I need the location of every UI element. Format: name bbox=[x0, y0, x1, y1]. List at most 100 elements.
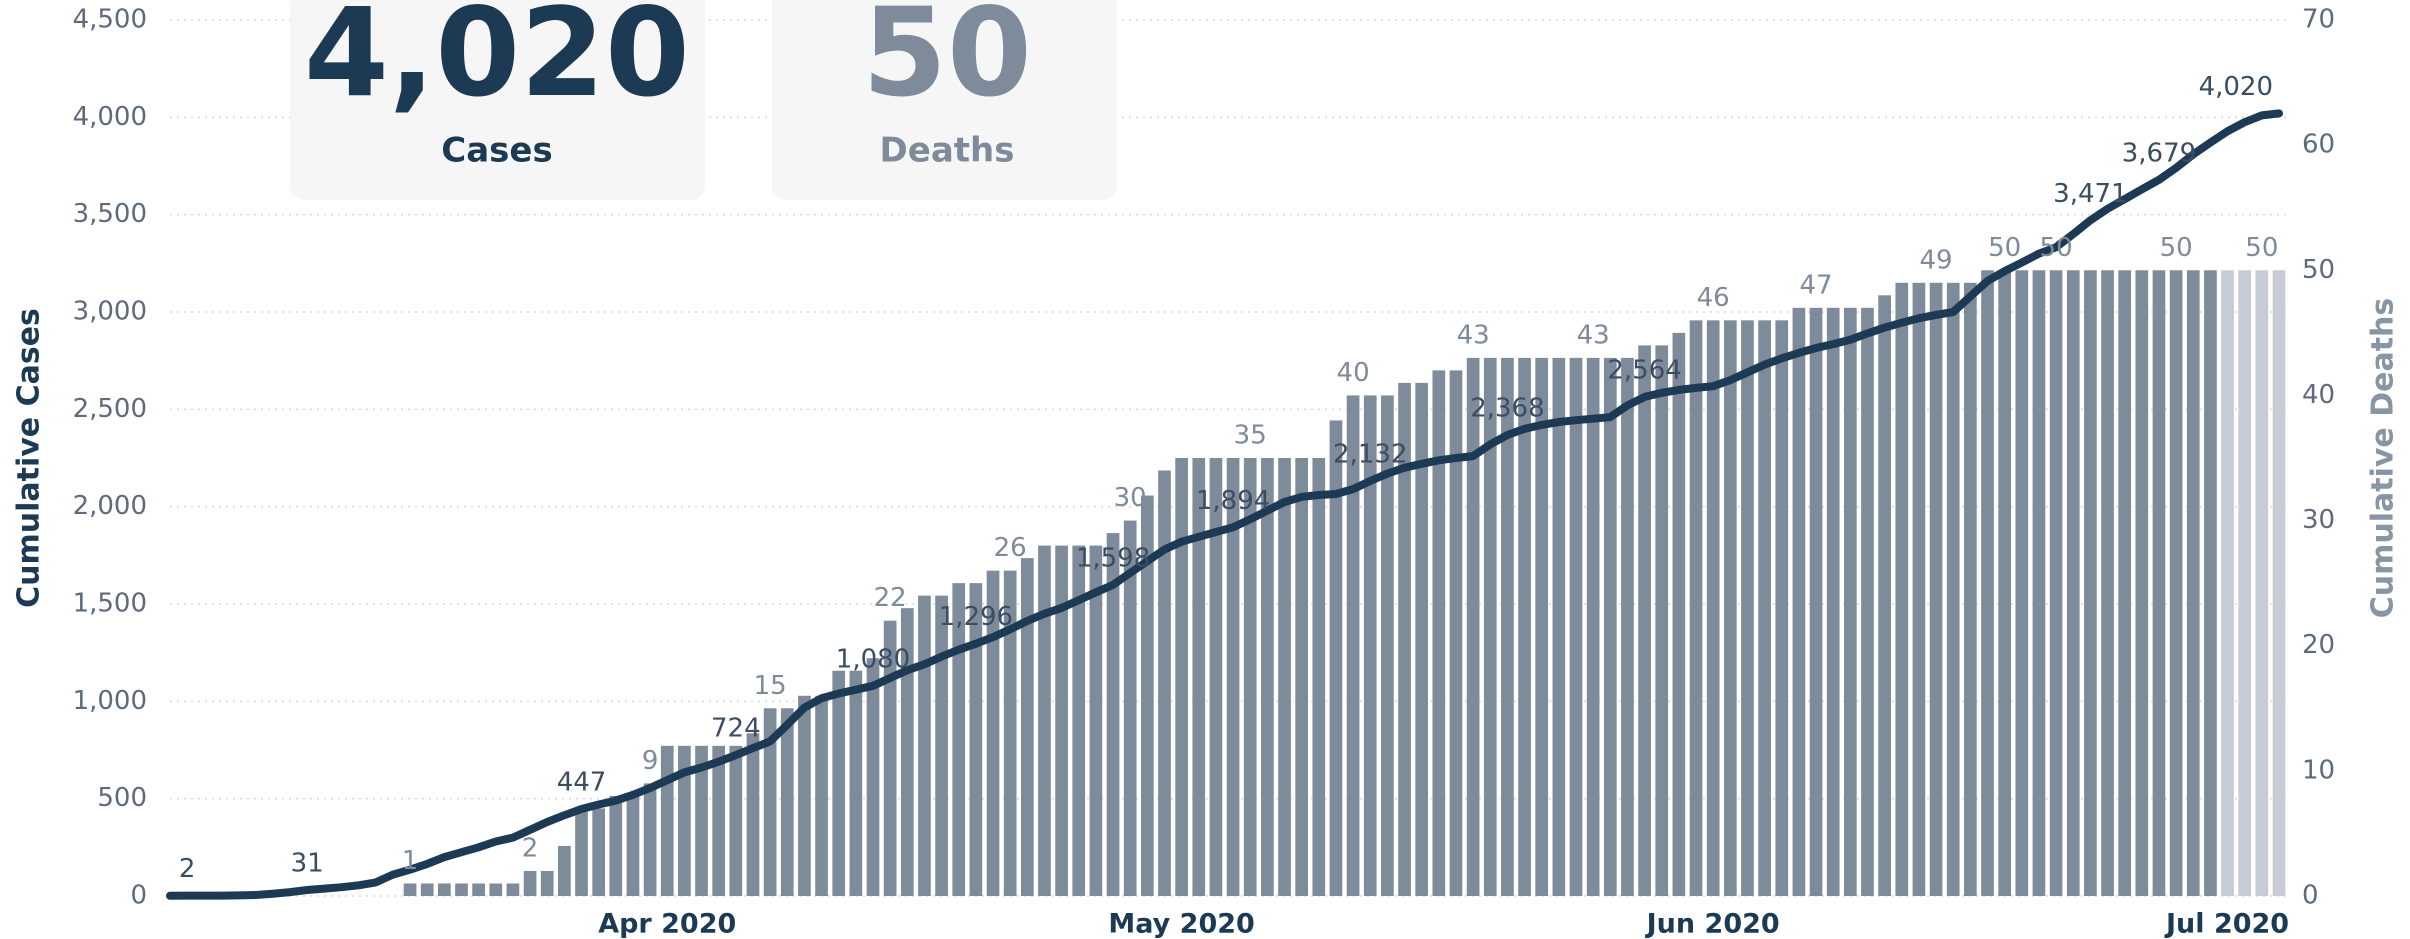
line-value-label: 1,296 bbox=[939, 602, 1013, 632]
line-value-label: 2,132 bbox=[1333, 439, 1407, 469]
bar bbox=[2238, 270, 2252, 896]
kpi-label: Cases bbox=[441, 131, 552, 171]
bar bbox=[918, 595, 931, 896]
bar bbox=[883, 620, 897, 896]
bar bbox=[1020, 558, 1034, 896]
bar bbox=[935, 595, 948, 896]
line bbox=[166, 109, 2283, 900]
bar-value-label: 35 bbox=[1234, 421, 1267, 451]
bar-value-label: 43 bbox=[1577, 320, 1610, 350]
bar bbox=[1072, 545, 1086, 896]
line-value-label: 3,471 bbox=[2053, 179, 2127, 209]
x-tick-label: May 2020 bbox=[1108, 909, 1254, 939]
bar bbox=[575, 808, 588, 896]
bar-value-label: 30 bbox=[1114, 483, 1147, 513]
bar bbox=[1501, 357, 1514, 896]
bar bbox=[1655, 345, 1669, 896]
bar bbox=[1123, 520, 1137, 896]
bar bbox=[2066, 270, 2080, 896]
bar bbox=[900, 608, 914, 896]
bar bbox=[1415, 382, 1429, 896]
bar bbox=[763, 708, 777, 896]
bar bbox=[1929, 282, 1943, 896]
line-value-label: 31 bbox=[291, 848, 324, 878]
y-tick-label: 2,500 bbox=[73, 394, 147, 424]
y2-tick-label: 50 bbox=[2302, 255, 2335, 285]
bar bbox=[1312, 458, 1326, 896]
bar bbox=[1449, 370, 1463, 896]
bar-value-label: 9 bbox=[642, 746, 659, 776]
x-tick-label: Jul 2020 bbox=[2164, 909, 2289, 939]
bar bbox=[1398, 382, 1411, 896]
line-value-label: 447 bbox=[557, 767, 607, 797]
bar-value-label: 50 bbox=[2245, 233, 2278, 263]
bar bbox=[1278, 458, 1291, 896]
bar bbox=[1878, 295, 1891, 896]
bar bbox=[1158, 470, 1171, 896]
bar bbox=[420, 883, 434, 896]
bar bbox=[986, 570, 1000, 896]
bar bbox=[1243, 458, 1257, 896]
bar bbox=[1140, 495, 1154, 896]
kpi-value: 50 bbox=[862, 0, 1032, 124]
bar bbox=[626, 795, 640, 896]
bar bbox=[1089, 545, 1103, 896]
bar bbox=[815, 695, 828, 896]
bar bbox=[832, 670, 846, 896]
bar bbox=[2204, 270, 2217, 896]
bar bbox=[540, 870, 554, 896]
bar bbox=[1363, 395, 1377, 896]
line-value-label: 2 bbox=[179, 854, 196, 884]
bar bbox=[1758, 320, 1771, 896]
bar bbox=[1689, 320, 1703, 896]
bar bbox=[695, 745, 708, 896]
bar bbox=[1946, 282, 1960, 896]
y-axis-title: Cumulative Cases bbox=[12, 308, 47, 608]
bar bbox=[2255, 270, 2269, 896]
bar bbox=[1552, 357, 1566, 896]
bar bbox=[866, 658, 880, 896]
bar bbox=[1603, 357, 1617, 896]
bar bbox=[2186, 270, 2200, 896]
bar bbox=[746, 733, 760, 896]
bar bbox=[1826, 307, 1840, 896]
bar bbox=[1569, 357, 1583, 896]
bar bbox=[1586, 357, 1600, 896]
bar bbox=[1861, 307, 1874, 896]
bar bbox=[1483, 357, 1497, 896]
kpi-cards: 4,020 Cases 50 Deaths bbox=[290, 0, 1117, 200]
line-value-label: 724 bbox=[711, 714, 761, 744]
bar-value-label: 50 bbox=[2040, 233, 2073, 263]
bar bbox=[1741, 320, 1754, 896]
y2-tick-label: 20 bbox=[2302, 630, 2335, 660]
y2-tick-label: 40 bbox=[2302, 380, 2335, 410]
bar bbox=[1432, 370, 1446, 896]
y2-tick-label: 60 bbox=[2302, 130, 2335, 160]
kpi-value: 4,020 bbox=[304, 0, 690, 124]
y2-tick-label: 70 bbox=[2302, 5, 2335, 35]
bar bbox=[592, 808, 606, 896]
bar bbox=[1003, 570, 1017, 896]
bar bbox=[798, 695, 811, 896]
bar bbox=[1809, 307, 1823, 896]
bar-value-label: 15 bbox=[754, 671, 787, 701]
y-tick-label: 1,000 bbox=[73, 686, 147, 716]
y-tick-label: 4,000 bbox=[73, 102, 147, 132]
bar bbox=[1209, 458, 1223, 896]
bar bbox=[455, 883, 468, 896]
bar bbox=[849, 670, 863, 896]
bar bbox=[437, 883, 451, 896]
y2-tick-label: 30 bbox=[2302, 505, 2335, 535]
bar-value-label: 40 bbox=[1337, 358, 1370, 388]
bar bbox=[1912, 282, 1926, 896]
bar bbox=[1192, 458, 1206, 896]
bar bbox=[1518, 357, 1531, 896]
y2-tick-label: 10 bbox=[2302, 755, 2335, 785]
y2-tick-label: 0 bbox=[2302, 881, 2319, 911]
bar bbox=[1672, 332, 1686, 896]
y-tick-label: 2,000 bbox=[73, 491, 147, 521]
bar bbox=[609, 795, 623, 896]
bar bbox=[558, 845, 571, 896]
bar bbox=[1638, 345, 1651, 896]
